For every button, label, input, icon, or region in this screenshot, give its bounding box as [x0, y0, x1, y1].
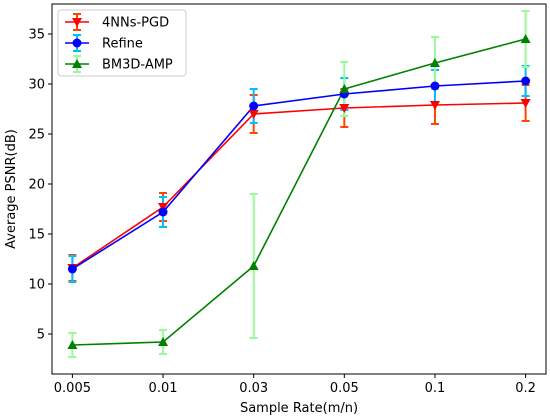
data-point [67, 264, 77, 274]
data-point [430, 81, 440, 91]
y-axis-label: Average PSNR(dB) [4, 129, 19, 249]
y-tick-label: 15 [28, 228, 45, 243]
markers-layer [67, 34, 531, 349]
y-axis-ticks: 5 10 15 20 25 30 35 [28, 28, 52, 343]
y-tick-label: 25 [28, 128, 45, 143]
legend-marker [72, 38, 82, 48]
data-point [520, 99, 531, 108]
series-line [72, 38, 526, 346]
y-tick-label: 10 [28, 278, 45, 293]
legend-label: 4NNs-PGD [102, 16, 169, 31]
data-point [249, 101, 259, 111]
x-tick-label: 0.01 [149, 381, 178, 396]
data-point [429, 101, 440, 110]
series-line [71, 80, 526, 270]
x-axis-label: Sample Rate(m/n) [240, 401, 358, 416]
y-tick-label: 5 [37, 328, 45, 343]
plot-area-frame [51, 3, 547, 375]
data-point [158, 337, 169, 346]
legend-label: BM3D-AMP [102, 58, 173, 73]
x-tick-label: 0.2 [515, 381, 536, 396]
legend-entry: BM3D-AMP [65, 55, 173, 73]
y-tick-label: 20 [28, 178, 45, 193]
data-point [67, 340, 78, 349]
x-tick-label: 0.05 [330, 381, 359, 396]
legend-box [57, 9, 187, 77]
x-tick-label: 0.1 [425, 381, 446, 396]
data-point [158, 207, 168, 217]
y-tick-label: 35 [28, 28, 45, 43]
series-lines-layer [71, 38, 526, 346]
legend-entry: 4NNs-PGD [65, 13, 169, 31]
data-point [248, 110, 259, 119]
data-point [339, 84, 350, 93]
x-tick-label: 0.03 [239, 381, 268, 396]
data-point [521, 76, 531, 86]
x-tick-label: 0.005 [54, 381, 91, 396]
legend-marker [72, 59, 82, 68]
data-point [520, 34, 531, 43]
data-point [429, 58, 440, 67]
data-point [339, 104, 350, 113]
legend-label: Refine [102, 37, 143, 52]
x-axis-ticks: 0.005 0.01 0.03 0.05 0.1 0.2 [54, 374, 536, 396]
series-line [71, 102, 526, 269]
legend-entry: Refine [65, 34, 143, 52]
legend: 4NNs-PGD Refine BM3D-AMP [57, 9, 187, 77]
data-point [248, 261, 259, 270]
legend-marker [72, 18, 82, 27]
y-tick-label: 30 [28, 78, 45, 93]
